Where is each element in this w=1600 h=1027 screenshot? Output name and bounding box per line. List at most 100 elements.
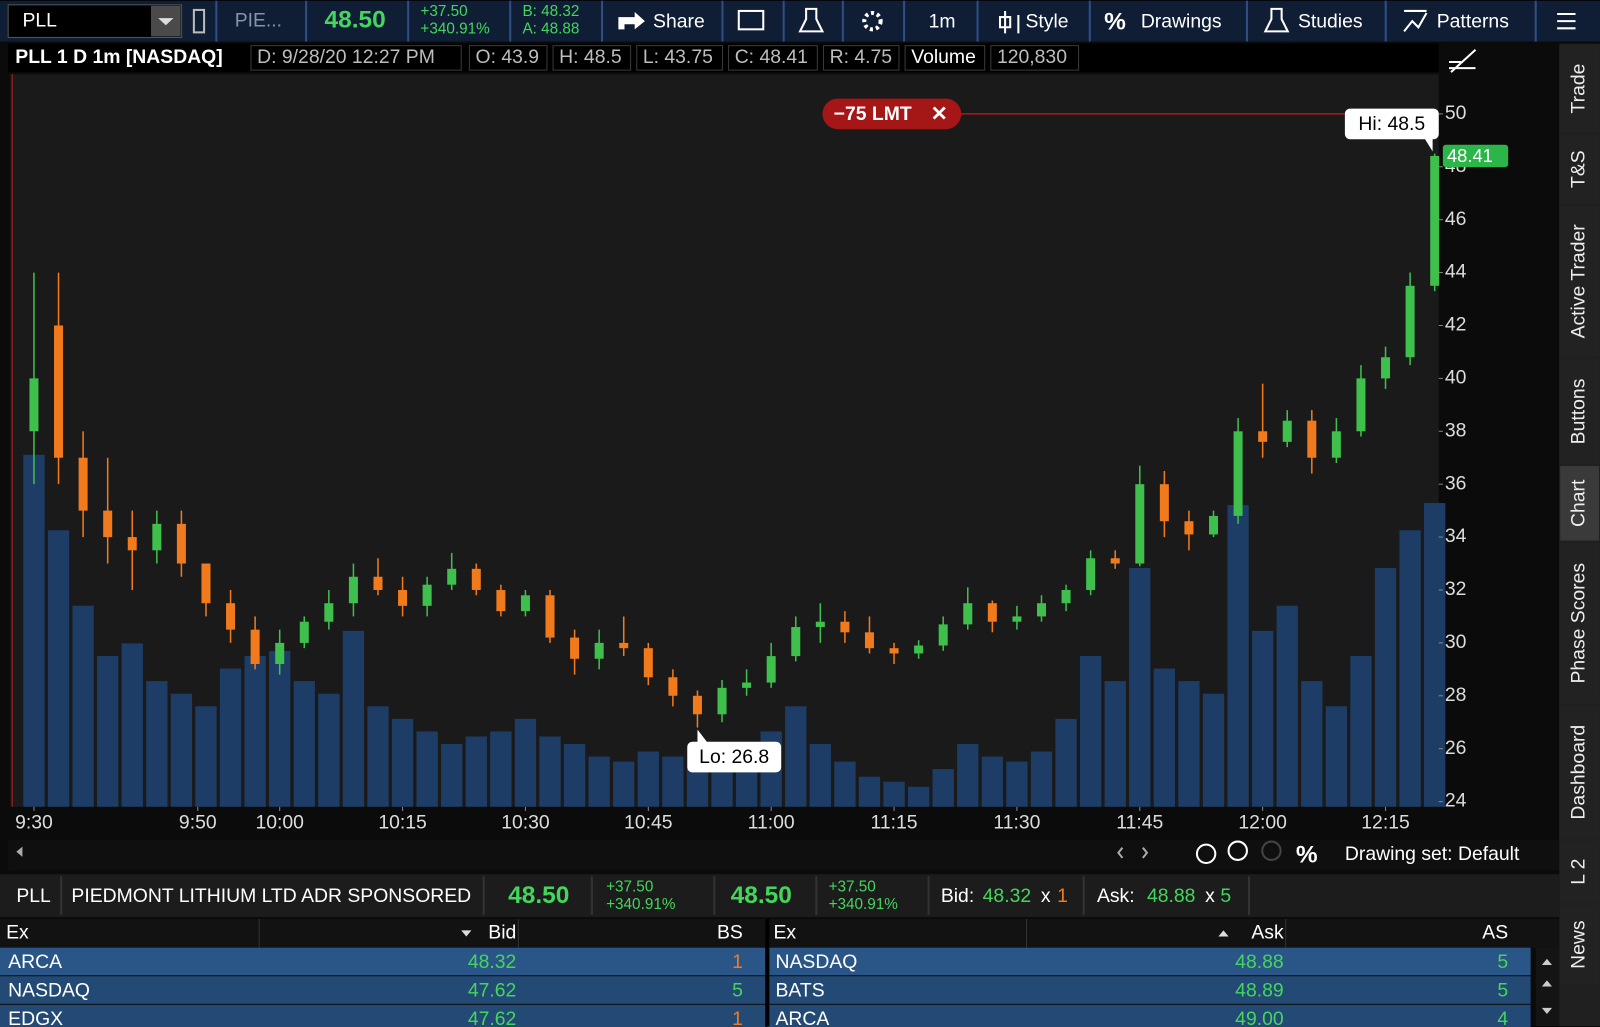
- scroll-left[interactable]: [16, 846, 23, 857]
- side-tab[interactable]: [1560, 134, 1599, 204]
- drawings-icon: %: [1104, 9, 1126, 36]
- side-tab-label: T&S: [1568, 150, 1590, 188]
- candle-body: [1012, 616, 1022, 622]
- candle-body: [1381, 357, 1391, 379]
- share-icon[interactable]: [618, 11, 645, 30]
- ask: A: 48.88: [522, 20, 579, 37]
- volume-bar: [1030, 751, 1053, 807]
- lo-label: Lo: 26.8: [699, 746, 769, 768]
- flask-icon[interactable]: [798, 7, 825, 33]
- volume-bar: [957, 744, 979, 807]
- side-tab[interactable]: [1560, 44, 1599, 133]
- volume-bar: [195, 706, 217, 807]
- side-tab-label: Buttons: [1568, 379, 1590, 445]
- studies-icon: [1263, 7, 1290, 33]
- column-header[interactable]: BS: [717, 922, 743, 944]
- quote-change-pct-2: +340.91%: [829, 896, 899, 913]
- style-icon: [998, 10, 1020, 34]
- volume-bar: [1055, 718, 1077, 807]
- column-header[interactable]: Ex: [6, 922, 29, 944]
- order-cancel[interactable]: ✕: [931, 103, 948, 125]
- header-field: D: 9/28/20 12:27 PM: [257, 46, 435, 68]
- header-field: H: 48.5: [559, 46, 621, 68]
- side-tab[interactable]: [1560, 358, 1599, 465]
- header-field-box: [250, 45, 462, 71]
- candle-body: [914, 645, 924, 654]
- side-tab[interactable]: [1560, 840, 1599, 903]
- scroll-arrows[interactable]: [1117, 847, 1149, 859]
- hi-pointer: [1424, 138, 1433, 152]
- side-tab[interactable]: [1560, 205, 1599, 357]
- toolbar-button[interactable]: Style: [1026, 10, 1069, 32]
- toolbar-button[interactable]: Share: [653, 10, 705, 32]
- candle-body: [201, 563, 211, 604]
- column-header[interactable]: Bid: [488, 922, 516, 944]
- news-icon[interactable]: [737, 9, 765, 31]
- side-tab[interactable]: [1560, 904, 1599, 985]
- crosshair-icon[interactable]: [1195, 843, 1217, 865]
- volume-bar: [563, 744, 586, 807]
- candle-body: [398, 589, 408, 606]
- candle-body: [471, 568, 481, 590]
- percent-icon[interactable]: %: [1296, 841, 1318, 868]
- toolbar-button[interactable]: 1m: [929, 10, 956, 32]
- time-axis: [8, 806, 1439, 840]
- lo-pointer: [697, 729, 708, 743]
- change-pct: +340.91%: [420, 20, 490, 37]
- volume-bar: [932, 769, 954, 807]
- side-tab-label: Active Trader: [1568, 224, 1590, 339]
- ask-value: 48.88: [1147, 885, 1196, 907]
- volume-bar: [23, 454, 45, 807]
- bid-x: x: [1041, 885, 1051, 907]
- price: 48.89: [1235, 980, 1284, 1002]
- toolbar-button[interactable]: Patterns: [1437, 10, 1509, 32]
- zoom-in-icon[interactable]: [1227, 840, 1248, 861]
- volume-bar: [588, 756, 610, 807]
- header-field-box: [990, 45, 1080, 71]
- volume-bar: [981, 756, 1003, 807]
- order-tag[interactable]: [822, 98, 962, 130]
- quote-last: 48.50: [508, 882, 569, 909]
- toolbar-buttons: Share 1m Style Drawings Studies Patterns: [653, 10, 1509, 32]
- volume-bar: [1301, 681, 1323, 807]
- header-field-box: [552, 45, 632, 71]
- candle-body: [1405, 285, 1415, 358]
- column-header[interactable]: Ask: [1251, 922, 1284, 944]
- volume-bar: [1424, 503, 1446, 807]
- candle-body: [324, 603, 334, 622]
- exchange: BATS: [776, 980, 825, 1002]
- candle-body: [889, 648, 899, 654]
- bid-value: 48.32: [983, 885, 1032, 907]
- toolbar-button[interactable]: Studies: [1298, 10, 1363, 32]
- column-header[interactable]: Ex: [773, 922, 796, 944]
- side-tab[interactable]: [1560, 542, 1599, 704]
- separators: [215, 0, 1537, 42]
- bid-label: Bid:: [941, 885, 974, 907]
- zoom-out-icon[interactable]: [1261, 840, 1282, 861]
- hi-bubble: [1344, 108, 1439, 140]
- quote-name: PIEDMONT LITHIUM LTD ADR SPONSORED: [71, 885, 471, 907]
- side-tab[interactable]: [1560, 466, 1599, 541]
- side-tab[interactable]: [1560, 705, 1599, 839]
- level2-scrollbar[interactable]: [1535, 947, 1560, 1027]
- x-tick-label: 11:15: [871, 811, 918, 833]
- price-axis-area: [1440, 43, 1560, 871]
- drawing-set[interactable]: Drawing set: Default: [1345, 843, 1520, 865]
- candle-body: [1209, 515, 1219, 535]
- patterns-icon: [1403, 9, 1428, 32]
- candle-body: [1430, 155, 1440, 286]
- settings-icon[interactable]: [862, 10, 883, 32]
- toolbar-button[interactable]: Drawings: [1141, 10, 1222, 32]
- volume-bar: [834, 761, 856, 807]
- volume-bar: [1227, 505, 1249, 807]
- candle-body: [1331, 431, 1341, 458]
- candle-body: [1258, 431, 1268, 442]
- column-header[interactable]: AS: [1482, 922, 1508, 944]
- size: 5: [1497, 980, 1508, 1002]
- autoscale-icon[interactable]: [1448, 48, 1477, 73]
- header-field: C: 48.41: [735, 46, 808, 68]
- candle-body: [29, 378, 39, 432]
- sort-arrow: [1218, 930, 1229, 937]
- link-icon[interactable]: [192, 8, 206, 34]
- menu-icon[interactable]: [1557, 12, 1576, 30]
